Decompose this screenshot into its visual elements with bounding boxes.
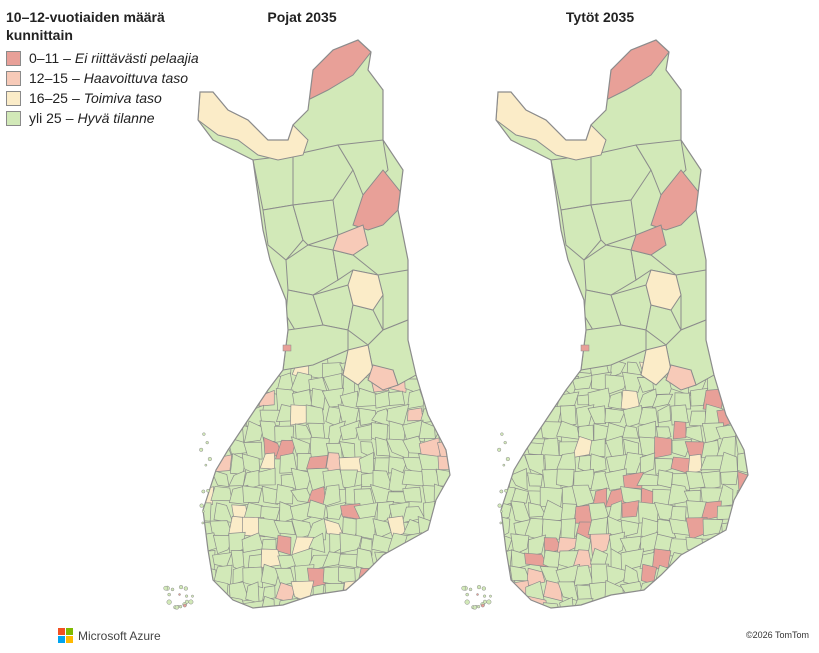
azure-branding: Microsoft Azure (58, 628, 161, 643)
legend-range: yli 25 (29, 110, 62, 126)
legend-range: 16–25 (29, 90, 68, 106)
azure-label: Microsoft Azure (78, 628, 161, 643)
legend-swatch-yellow (6, 90, 21, 106)
legend-desc: Haavoittuva taso (83, 70, 189, 86)
legend-dash: – (71, 90, 80, 106)
map-title-boys: Pojat 2035 (267, 9, 337, 25)
map-boys[interactable] (158, 30, 458, 620)
legend-desc: Ei riittävästi pelaajia (74, 50, 199, 66)
legend-range: 12–15 (29, 70, 68, 86)
legend-range: 0–11 (29, 50, 60, 66)
map-girls[interactable] (456, 30, 756, 620)
copyright: ©2026 TomTom (746, 630, 809, 640)
legend-dash: – (65, 110, 74, 126)
legend-item-yellow: 16–25 – Toimiva taso (6, 88, 236, 108)
legend-item-pink: 12–15 – Haavoittuva taso (6, 68, 236, 88)
legend-dash: – (71, 70, 80, 86)
legend-desc: Hyvä tilanne (77, 110, 155, 126)
legend-item-red: 0–11 – Ei riittävästi pelaajia (6, 48, 236, 68)
legend-title: 10–12-vuotiaiden määrä kunnittain (6, 9, 165, 43)
microsoft-logo-icon (58, 628, 73, 643)
legend-swatch-green (6, 110, 21, 126)
map-title-girls: Tytöt 2035 (565, 9, 635, 25)
legend-swatch-red (6, 50, 21, 66)
legend-item-green: yli 25 – Hyvä tilanne (6, 108, 236, 128)
legend-dash: – (63, 50, 71, 66)
legend-desc: Toimiva taso (83, 90, 162, 106)
legend: 10–12-vuotiaiden määrä kunnittain 0–11 –… (6, 8, 236, 128)
legend-swatch-pink (6, 70, 21, 86)
